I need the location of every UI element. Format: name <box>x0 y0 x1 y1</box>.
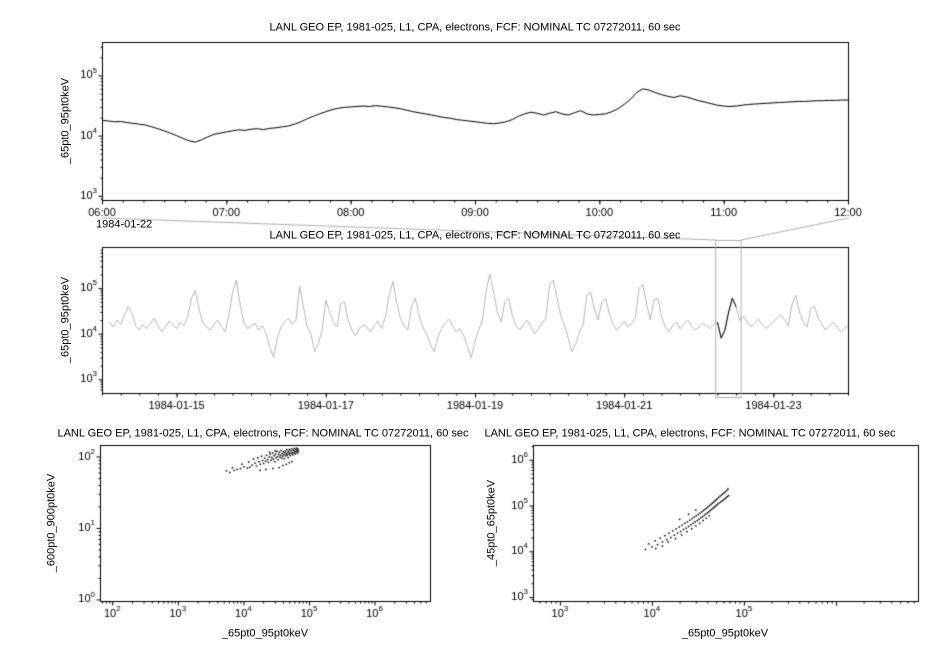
panel1-title: LANL GEO EP, 1981-025, L1, CPA, electron… <box>269 21 681 34</box>
panel3-y-axis-label: _600pt0_900pt0keV <box>45 473 58 573</box>
panel2-title: LANL GEO EP, 1981-025, L1, CPA, electron… <box>269 229 681 242</box>
panel4-x-axis-label: _65pt0_95pt0keV <box>681 627 769 640</box>
panel1-date-label: 1984-01-22 <box>96 218 153 231</box>
panel4-title: LANL GEO EP, 1981-025, L1, CPA, electron… <box>484 427 896 440</box>
panel1-y-axis-label: _65pt0_95pt0keV <box>59 77 72 165</box>
panel2-y-axis-label: _65pt0_95pt0keV <box>59 276 72 364</box>
panel3-title: LANL GEO EP, 1981-025, L1, CPA, electron… <box>57 427 469 440</box>
panel4-y-axis-label: _45pt0_65pt0keV <box>485 479 498 567</box>
panel3-x-axis-label: _65pt0_95pt0keV <box>221 627 309 640</box>
